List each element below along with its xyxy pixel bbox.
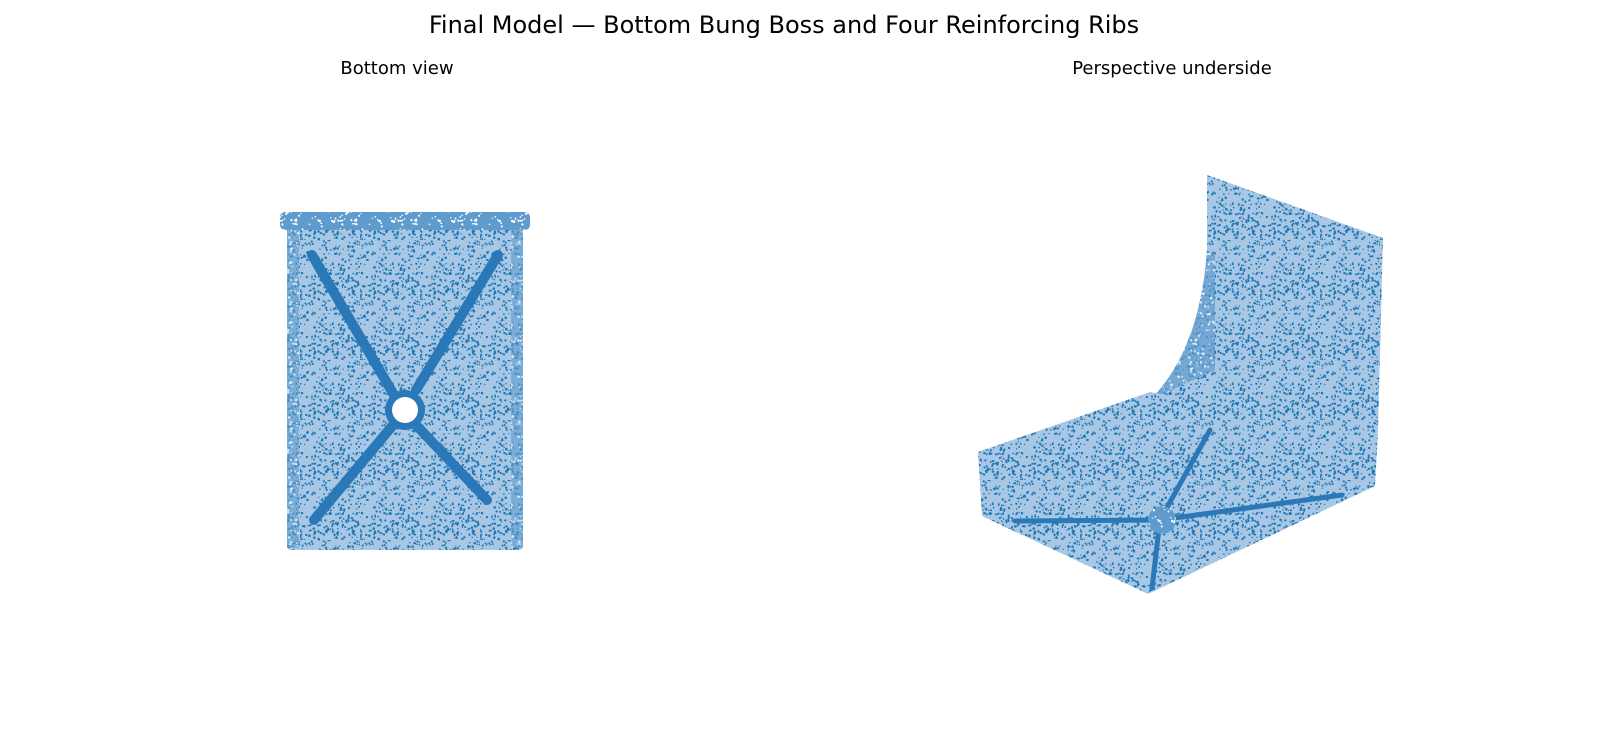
panel-title: Bottom view: [340, 58, 453, 79]
top-face: [978, 392, 1378, 532]
side-wall: [287, 228, 299, 548]
bottom-view: [280, 212, 530, 550]
boss-3d: [1148, 506, 1176, 534]
back-wall: [1150, 175, 1383, 432]
fillet: [1150, 250, 1215, 400]
figure-title: Final Model — Bottom Bung Boss and Four …: [429, 11, 1139, 39]
bung-hole: [392, 397, 418, 423]
ribs: [307, 250, 503, 525]
panel-title: Perspective underside: [1072, 58, 1272, 79]
perspective-view: [978, 175, 1383, 594]
front-right: [1148, 432, 1378, 594]
side-wall: [511, 228, 523, 548]
base-plate: [287, 218, 523, 550]
ribs-3d: [1012, 427, 1345, 591]
top-lip: [280, 212, 530, 230]
